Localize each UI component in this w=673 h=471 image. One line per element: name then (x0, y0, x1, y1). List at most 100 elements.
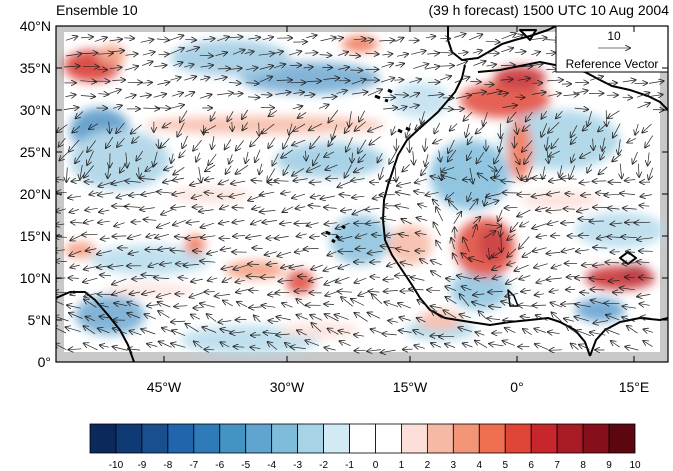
wind-vector (414, 345, 425, 348)
wind-vector (275, 292, 290, 293)
wind-vector (245, 68, 258, 70)
wind-vector (571, 136, 578, 144)
wind-vector (489, 306, 502, 307)
wind-vector (113, 347, 128, 351)
wind-vector (261, 95, 272, 96)
wind-vector (587, 111, 592, 126)
wind-vector (455, 95, 471, 98)
wind-vector (273, 64, 285, 68)
iberia-coastline (447, 26, 557, 61)
wind-vector (296, 299, 306, 307)
wind-vector (231, 181, 246, 184)
colorbar-label: -5 (241, 460, 250, 471)
wind-vector (463, 343, 473, 347)
wind-vector (199, 166, 202, 182)
map-content (56, 26, 668, 362)
wind-vector (174, 306, 188, 307)
colorbar-label: 10 (629, 460, 641, 471)
wind-vector (148, 263, 159, 267)
wind-vector (387, 262, 398, 266)
wind-vector (494, 151, 501, 163)
wind-vector (163, 122, 172, 127)
wind-vector (505, 293, 518, 296)
wind-vector (625, 277, 635, 278)
wind-vector (382, 54, 393, 55)
wind-vector (351, 179, 365, 181)
wind-vector (82, 66, 99, 67)
wind-vector (127, 313, 141, 319)
lon-label: 30°W (270, 379, 305, 395)
wind-vector (205, 178, 215, 180)
wind-vector (296, 315, 308, 320)
wind-vector (310, 135, 321, 148)
wind-vector (513, 152, 520, 164)
wind-vector (258, 53, 274, 55)
wind-vector (501, 236, 502, 252)
colorbar-label: -2 (319, 460, 328, 471)
wind-vector (453, 109, 464, 110)
wind-vector (502, 105, 517, 108)
wind-vector (289, 123, 292, 135)
wind-vector (191, 279, 203, 282)
wind-vector (372, 235, 382, 236)
wind-vector (637, 262, 650, 263)
wind-vector (65, 54, 82, 56)
wind-vector (66, 167, 67, 182)
wind-vector (275, 92, 290, 94)
wind-vector (413, 151, 414, 164)
colorbar-label: -4 (267, 460, 276, 471)
wind-vector (84, 266, 98, 269)
wind-vector (153, 94, 166, 97)
wind-vector (643, 341, 653, 347)
longitude-axis: 45°W 30°W 15°W 0° 15°E (147, 26, 649, 395)
wind-vector (546, 136, 548, 150)
wind-vector (141, 192, 157, 195)
colorbar-label: 7 (554, 460, 560, 471)
wind-vector (268, 342, 278, 350)
wind-vector (86, 317, 96, 321)
wind-vector (219, 221, 230, 223)
wind-vector (384, 290, 398, 291)
wind-vector (113, 105, 122, 108)
wind-vector (263, 332, 278, 333)
wind-vector (406, 123, 411, 138)
wind-vector (493, 276, 502, 279)
wind-vector (620, 288, 635, 290)
wind-vector (551, 137, 559, 148)
wind-vector (336, 90, 347, 93)
wind-vector (80, 165, 82, 179)
wind-vector (220, 206, 229, 210)
wind-vector (446, 278, 456, 279)
wind-vector (311, 264, 323, 269)
wind-vector (97, 69, 107, 70)
wind-vector (515, 122, 517, 134)
wind-vector (218, 321, 232, 323)
wind-vector (158, 302, 171, 308)
wind-vector (318, 105, 329, 109)
wind-vector (514, 264, 529, 271)
wind-vector (434, 122, 441, 133)
lon-label: 0° (510, 379, 523, 395)
wind-vector (125, 206, 141, 207)
wind-vector (144, 219, 157, 220)
wind-vector (597, 236, 608, 238)
wind-vector (275, 236, 289, 238)
wind-vector (219, 179, 230, 184)
wind-vector (532, 178, 546, 179)
wind-vector (378, 152, 383, 162)
wind-vector (87, 140, 96, 152)
wind-vector (99, 210, 110, 212)
wind-vector (275, 181, 289, 182)
wind-vector (113, 328, 127, 335)
wind-vector (70, 265, 80, 267)
wind-vector (155, 234, 169, 238)
wind-vector (491, 178, 502, 180)
wind-vector (130, 292, 141, 294)
wind-vector (449, 201, 459, 211)
colorbar-label: 2 (425, 460, 431, 471)
wind-vector (171, 206, 186, 208)
wind-vector (552, 312, 562, 322)
wind-vector (455, 227, 456, 239)
wind-vector (186, 237, 201, 239)
wind-vector (604, 303, 620, 304)
